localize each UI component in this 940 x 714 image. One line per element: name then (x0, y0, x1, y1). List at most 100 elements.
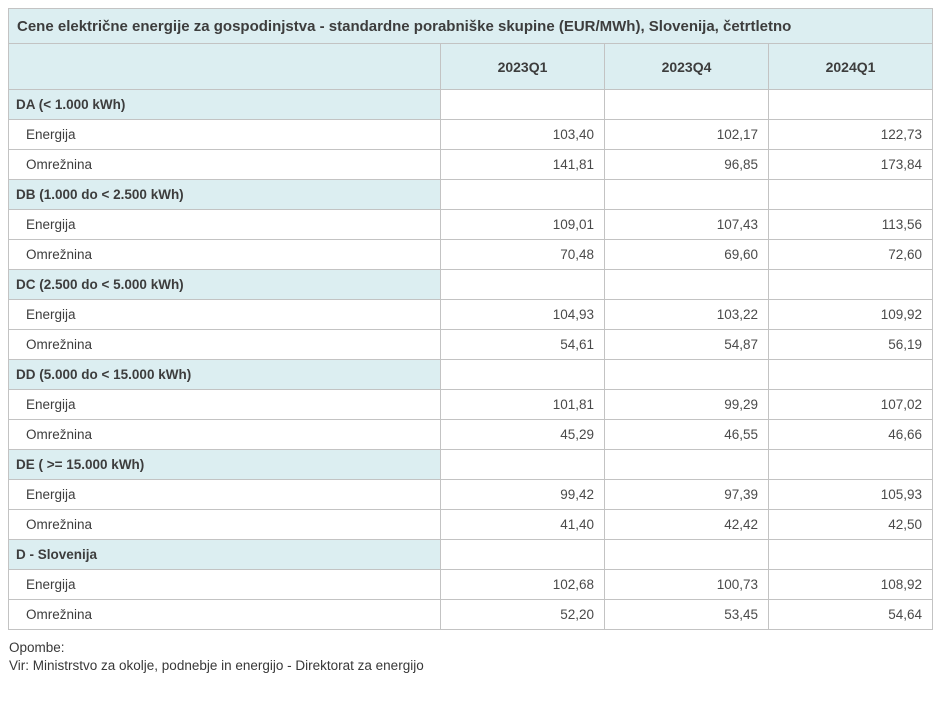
value-cell: 70,48 (440, 239, 605, 270)
table-title: Cene električne energije za gospodinjstv… (7, 8, 934, 44)
value-cell: 141,81 (440, 149, 605, 180)
row-label: Omrežnina (8, 419, 441, 450)
group-header-row: DB (1.000 do < 2.500 kWh) (8, 179, 934, 210)
row-label: Energija (8, 389, 441, 420)
value-cell: 107,43 (604, 209, 769, 240)
row-label: Energija (8, 479, 441, 510)
group-header-row: DC (2.500 do < 5.000 kWh) (8, 269, 934, 300)
empty-cell (767, 89, 934, 120)
column-header-2024q1: 2024Q1 (767, 43, 934, 90)
row-label: Omrežnina (8, 599, 441, 630)
value-cell: 52,20 (440, 599, 605, 630)
value-cell: 113,56 (767, 209, 934, 240)
table-row: Omrežnina 41,40 42,42 42,50 (8, 509, 934, 540)
source-text: Vir: Ministrstvo za okolje, podnebje in … (9, 658, 424, 673)
table-row: Energija 104,93 103,22 109,92 (8, 299, 934, 330)
table-row: Omrežnina 141,81 96,85 173,84 (8, 149, 934, 180)
table-row: Energija 102,68 100,73 108,92 (8, 569, 934, 600)
group-label: DE ( >= 15.000 kWh) (8, 449, 441, 480)
value-cell: 99,29 (604, 389, 769, 420)
empty-cell (440, 269, 605, 300)
table-row: Energija 99,42 97,39 105,93 (8, 479, 934, 510)
value-cell: 101,81 (440, 389, 605, 420)
value-cell: 109,92 (767, 299, 934, 330)
column-header-2023q4: 2023Q4 (604, 43, 769, 90)
table-row: Omrežnina 70,48 69,60 72,60 (8, 239, 934, 270)
empty-cell (440, 449, 605, 480)
empty-cell (604, 449, 769, 480)
table-row: Energija 109,01 107,43 113,56 (8, 209, 934, 240)
value-cell: 54,87 (604, 329, 769, 360)
empty-cell (767, 179, 934, 210)
value-cell: 122,73 (767, 119, 934, 150)
value-cell: 69,60 (604, 239, 769, 270)
value-cell: 54,61 (440, 329, 605, 360)
group-label: D - Slovenija (8, 539, 441, 570)
empty-cell (604, 179, 769, 210)
value-cell: 56,19 (767, 329, 934, 360)
empty-cell (440, 359, 605, 390)
table-body: DA (< 1.000 kWh) Energija 103,40 102,17 122,… (8, 89, 934, 630)
value-cell: 104,93 (440, 299, 605, 330)
value-cell: 96,85 (604, 149, 769, 180)
row-label: Omrežnina (8, 509, 441, 540)
group-header-row: DE ( >= 15.000 kWh) (8, 449, 934, 480)
row-label: Energija (8, 119, 441, 150)
table-row: Omrežnina 45,29 46,55 46,66 (8, 419, 934, 450)
row-label: Energija (8, 209, 441, 240)
empty-cell (767, 539, 934, 570)
electricity-prices-table: Cene električne energije za gospodinjstv… (7, 8, 934, 630)
group-label: DB (1.000 do < 2.500 kWh) (8, 179, 441, 210)
value-cell: 42,50 (767, 509, 934, 540)
group-label: DA (< 1.000 kWh) (8, 89, 441, 120)
row-label: Energija (8, 569, 441, 600)
table-row: Energija 101,81 99,29 107,02 (8, 389, 934, 420)
value-cell: 72,60 (767, 239, 934, 270)
empty-cell (604, 359, 769, 390)
column-header-2023q1: 2023Q1 (440, 43, 605, 90)
value-cell: 108,92 (767, 569, 934, 600)
empty-cell (440, 179, 605, 210)
empty-cell (604, 539, 769, 570)
table-title-row: Cene električne energije za gospodinjstv… (7, 8, 934, 44)
value-cell: 54,64 (767, 599, 934, 630)
empty-cell (767, 449, 934, 480)
row-label: Energija (8, 299, 441, 330)
value-cell: 100,73 (604, 569, 769, 600)
group-header-row: DD (5.000 do < 15.000 kWh) (8, 359, 934, 390)
value-cell: 107,02 (767, 389, 934, 420)
empty-cell (767, 269, 934, 300)
value-cell: 173,84 (767, 149, 934, 180)
value-cell: 102,17 (604, 119, 769, 150)
value-cell: 103,40 (440, 119, 605, 150)
group-label: DD (5.000 do < 15.000 kWh) (8, 359, 441, 390)
value-cell: 99,42 (440, 479, 605, 510)
value-cell: 41,40 (440, 509, 605, 540)
table-row: Omrežnina 54,61 54,87 56,19 (8, 329, 934, 360)
corner-cell (8, 43, 441, 90)
notes-label: Opombe: (9, 640, 65, 655)
column-header-row: 2023Q1 2023Q4 2024Q1 (8, 43, 934, 90)
value-cell: 102,68 (440, 569, 605, 600)
value-cell: 109,01 (440, 209, 605, 240)
row-label: Omrežnina (8, 329, 441, 360)
page: Cene električne energije za gospodinjstv… (7, 8, 934, 673)
value-cell: 42,42 (604, 509, 769, 540)
group-header-row: DA (< 1.000 kWh) (8, 89, 934, 120)
value-cell: 105,93 (767, 479, 934, 510)
group-label: DC (2.500 do < 5.000 kWh) (8, 269, 441, 300)
row-label: Omrežnina (8, 239, 441, 270)
table-row: Energija 103,40 102,17 122,73 (8, 119, 934, 150)
empty-cell (604, 89, 769, 120)
value-cell: 46,66 (767, 419, 934, 450)
empty-cell (440, 89, 605, 120)
group-header-row: D - Slovenija (8, 539, 934, 570)
value-cell: 53,45 (604, 599, 769, 630)
empty-cell (604, 269, 769, 300)
table-row: Omrežnina 52,20 53,45 54,64 (8, 599, 934, 630)
value-cell: 97,39 (604, 479, 769, 510)
value-cell: 45,29 (440, 419, 605, 450)
empty-cell (440, 539, 605, 570)
value-cell: 46,55 (604, 419, 769, 450)
value-cell: 103,22 (604, 299, 769, 330)
